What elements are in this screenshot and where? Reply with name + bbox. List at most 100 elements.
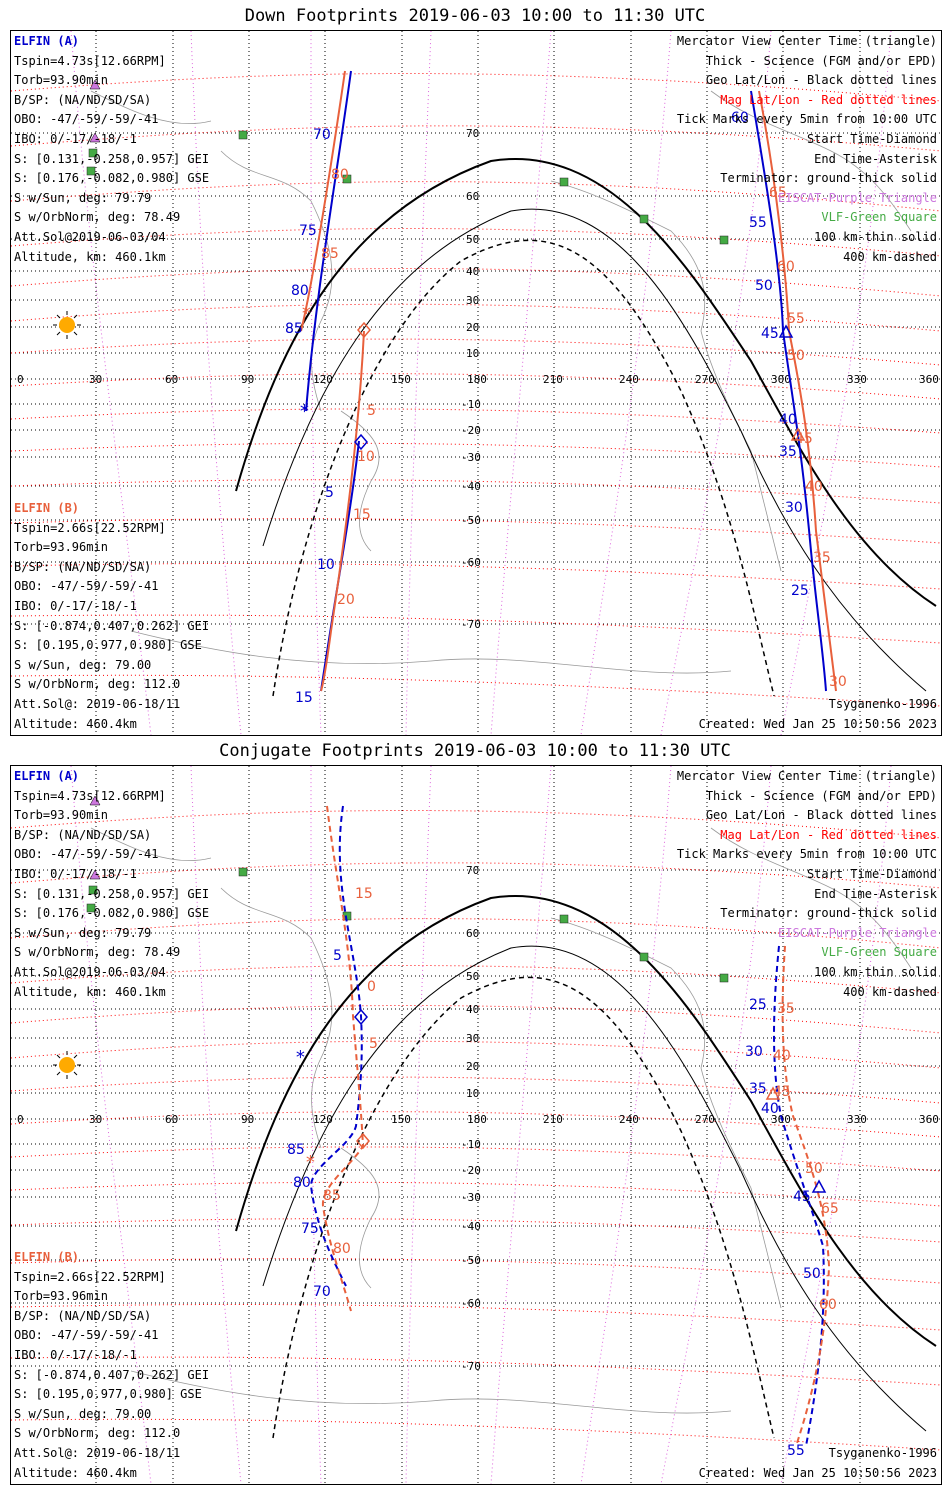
lat-label: -50	[461, 514, 481, 527]
tick-label: 55	[749, 215, 767, 231]
info-line: S: [0.195,0.977,0.980] GSE	[14, 638, 202, 653]
vlf-square	[719, 235, 729, 245]
info-line: Att.Sol@: 2019-06-18/11	[14, 1445, 181, 1460]
lon-label: 180	[467, 1113, 487, 1126]
bottom-map-svg: 0 30 60 90 120 150 180 210 240 270 300 3…	[11, 766, 941, 1484]
info-line: S: [0.195,0.977,0.980] GSE	[14, 1387, 202, 1402]
model-label: Tsyganenko-1996	[828, 697, 937, 711]
lat-label: -40	[461, 1220, 481, 1233]
vlf-square	[238, 867, 248, 877]
info-line: Tspin=2.66s[22.52RPM]	[14, 520, 166, 535]
legend-item: Mag Lat/Lon - Red dotted lines	[720, 92, 937, 107]
lat-label: -60	[461, 556, 481, 569]
vlf-square	[639, 214, 649, 224]
lat-label: 20	[466, 1060, 479, 1073]
lat-label: 30	[466, 1032, 479, 1045]
elfin-a-info: ELFIN (A) Tspin=4.73s[12.66RPM] Torb=93.…	[14, 767, 209, 1002]
info-line: OBO: -47/-59/-59/-41	[14, 112, 159, 127]
tick-label: 10	[357, 449, 375, 465]
elfin-b-mag-track	[320, 330, 365, 692]
tick-label: 55	[787, 1443, 805, 1459]
elfin-a-name: ELFIN (A)	[14, 34, 80, 48]
legend-item: Tick Marks every 5min from 10:00 UTC	[676, 112, 937, 127]
tick-label: 5	[333, 948, 342, 964]
vlf-square	[639, 952, 649, 962]
tick-label: 70	[313, 127, 331, 143]
terminator-400km	[272, 976, 775, 1439]
elfin-a-mag-track-right	[758, 90, 837, 692]
lon-label: 270	[695, 373, 715, 386]
info-line: Torb=93.96min	[14, 1289, 108, 1304]
lon-label: 60	[165, 373, 178, 386]
tick-label: 40	[805, 479, 823, 495]
tick-label: 80	[291, 283, 309, 299]
info-line: Tspin=4.73s[12.66RPM]	[14, 788, 166, 803]
center-triangle-a	[778, 324, 794, 338]
lon-label: 360	[919, 373, 939, 386]
lat-label: 70	[466, 864, 479, 877]
legend-item: Tick Marks every 5min from 10:00 UTC	[676, 847, 937, 862]
lat-label: -40	[461, 480, 481, 493]
geo-lat-lines	[11, 869, 941, 1367]
tick-label: 80	[293, 1175, 311, 1191]
info-line: B/SP: (NA/ND/SD/SA)	[14, 92, 152, 107]
coastlines	[90, 90, 912, 674]
lon-label: 300	[771, 1113, 791, 1126]
vlf-stations	[86, 867, 729, 983]
info-line: Altitude, km: 460.1km	[14, 249, 166, 264]
vlf-square	[559, 914, 569, 924]
tick-label: 20	[337, 592, 355, 608]
lat-label: 40	[466, 1003, 479, 1016]
terminator-400km	[272, 239, 775, 697]
mag-lon-lines	[70, 31, 892, 735]
created-label: Created: Wed Jan 25 10:50:56 2023	[698, 717, 937, 731]
lat-label: 60	[466, 190, 479, 203]
info-line: IBO: 0/-17/-18/-1	[14, 598, 137, 613]
elfin-b-name: ELFIN (B)	[14, 501, 80, 515]
lon-label: 240	[619, 373, 639, 386]
lat-label: 40	[466, 265, 479, 278]
vlf-square	[342, 174, 352, 184]
lat-labels: 70 60 50 40 30 20 10 -10 -20 -30 -40 -50…	[461, 127, 481, 631]
tick-label: 0	[367, 979, 376, 995]
center-triangle-mag	[765, 1086, 781, 1100]
lat-label: 30	[466, 294, 479, 307]
lat-label: -50	[461, 1254, 481, 1267]
top-map-svg: 0 30 60 90 120 150 180 210 240 270 300 3…	[11, 31, 941, 735]
vlf-square	[86, 903, 96, 913]
tick-label: 50	[805, 1161, 823, 1177]
legend-item: Geo Lat/Lon - Black dotted lines	[705, 73, 937, 88]
legend-item: Terminator: ground-thick solid	[720, 906, 937, 921]
legend-item: VLF-Green Square	[821, 945, 937, 960]
end-asterisk: *	[295, 1047, 306, 1068]
vlf-square	[88, 885, 98, 895]
info-line: S: [0.176,-0.082,0.980] GSE	[14, 906, 210, 921]
lat-label: 50	[466, 233, 479, 246]
info-line: Tspin=4.73s[12.66RPM]	[14, 53, 166, 68]
lat-label: -20	[461, 424, 481, 437]
geo-lat-lines	[11, 132, 941, 625]
top-map-panel: 0 30 60 90 120 150 180 210 240 270 300 3…	[10, 30, 942, 736]
legend-item: Mag Lat/Lon - Red dotted lines	[720, 827, 937, 842]
model-label: Tsyganenko-1996	[828, 1446, 937, 1460]
vlf-square	[238, 130, 248, 140]
tick-label: 80	[331, 167, 349, 183]
tick-label: 85	[287, 1142, 305, 1158]
info-line: S w/OrbNorm, deg: 112.0	[14, 1426, 181, 1441]
tick-label: 65	[769, 185, 787, 201]
legend-item: VLF-Green Square	[821, 210, 937, 225]
info-line: S: [0.131,-0.258,0.957] GEI	[14, 151, 210, 166]
lon-label: 120	[313, 373, 333, 386]
tick-label: 85	[323, 1188, 341, 1204]
info-line: Torb=93.90min	[14, 808, 108, 823]
lat-label: -70	[461, 1360, 481, 1373]
info-line: Tspin=2.66s[22.52RPM]	[14, 1269, 166, 1284]
elfin-a-track-right	[750, 90, 827, 692]
tick-label: 25	[791, 583, 809, 599]
eiscat-triangle	[89, 869, 101, 880]
lat-label: 20	[466, 321, 479, 334]
lon-label: 240	[619, 1113, 639, 1126]
tick-label: 35	[777, 1001, 795, 1017]
info-line: S w/OrbNorm, deg: 112.0	[14, 677, 181, 692]
lon-label: 330	[847, 373, 867, 386]
